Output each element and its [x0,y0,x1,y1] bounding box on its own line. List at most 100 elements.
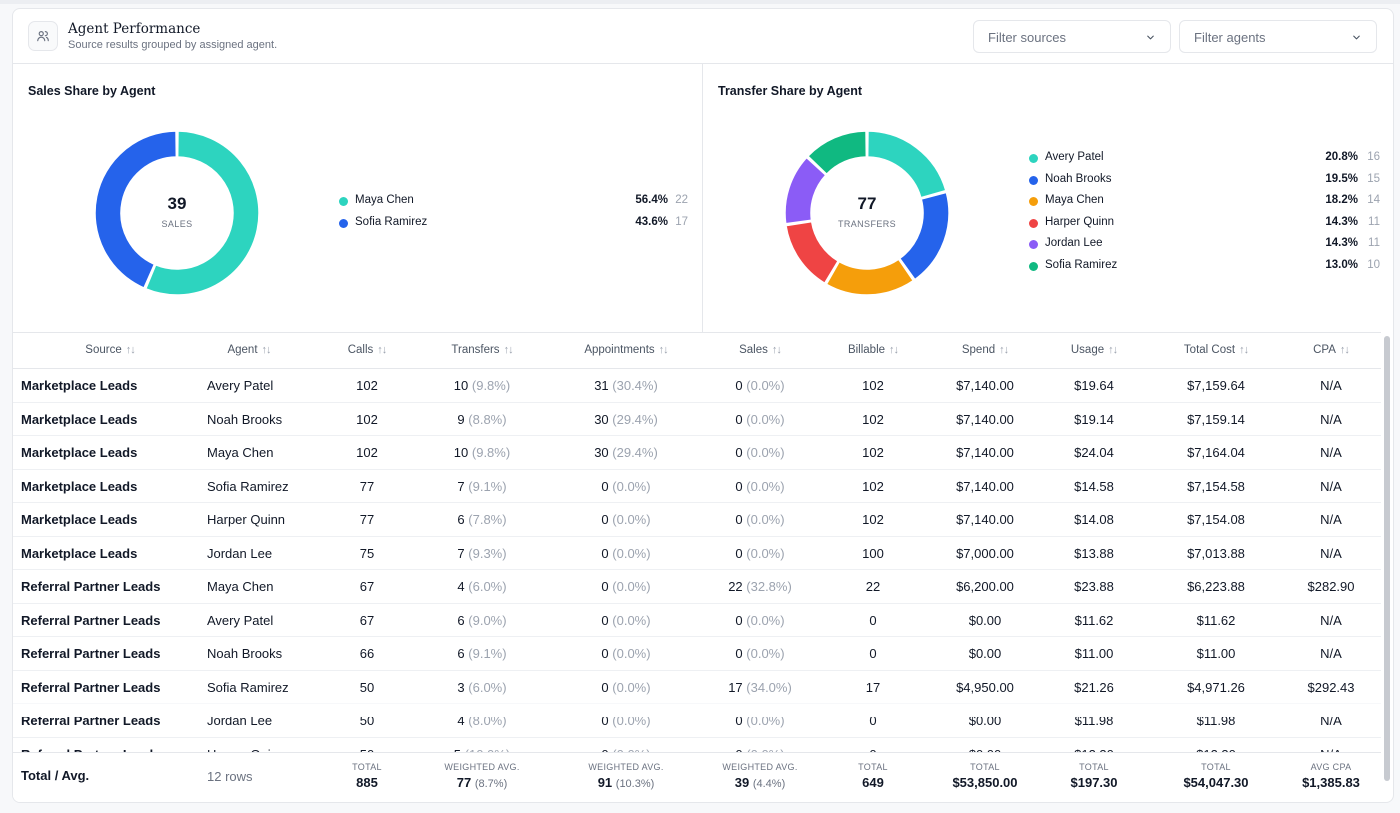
legend-item[interactable]: Avery Patel 20.8% 16 [1029,150,1380,166]
transfer-donut-slice[interactable] [866,130,947,199]
page-subtitle: Source results grouped by assigned agent… [68,39,278,51]
cell-usage: $19.64 [1024,378,1164,393]
cell-value: $7,140.00 [956,445,1014,460]
cell-usage: $21.26 [1024,680,1164,695]
legend-color-dot [339,218,348,228]
column-header-usage[interactable]: Usage ↑↓ [1024,344,1164,356]
legend-item[interactable]: Sofia Ramirez 13.0% 10 [1029,258,1380,274]
table-row[interactable]: Marketplace Leads Avery Patel 102 10 (9.8%)… [13,369,1381,403]
legend-item[interactable]: Maya Chen 56.4% 22 [339,193,688,209]
footer-value: $197.30 [1024,775,1164,790]
table-row[interactable]: Referral Partner Leads Noah Brooks 66 6 (9.… [13,637,1381,671]
cell-value: 0 [735,478,743,494]
table-row[interactable]: Marketplace Leads Jordan Lee 75 7 (9.3%) 0 (… [13,537,1381,570]
transfer-donut-slice[interactable] [784,156,827,225]
filter-sources-select[interactable]: Filter sources [973,20,1171,53]
table-row[interactable]: Marketplace Leads Maya Chen 102 10 (9.8%) 30… [13,436,1381,470]
column-header-label: Total Cost [1183,344,1236,356]
window-top-edge [0,0,1400,4]
cell-value: 102 [356,445,378,460]
footer-total-cost: TOTAL $54,047.30 [1146,762,1286,790]
cell-value: 50 [360,747,374,753]
legend-color-dot [1029,175,1038,185]
column-header-sales[interactable]: Sales ↑↓ [690,344,830,356]
footer-number: $197.30 [1070,775,1118,790]
cell-cpa: $282.90 [1261,579,1381,594]
cell-total-cost: $6,223.88 [1146,579,1286,594]
cell-value: 0 [601,747,608,753]
cell-spend: $7,140.00 [915,412,1055,427]
cell-calls: 66 [297,646,437,661]
column-header-source[interactable]: Source ↑↓ [40,344,180,356]
cell-value: 0 [735,445,743,460]
cell-value: $7,159.64 [1187,378,1245,393]
column-header-cpa[interactable]: CPA ↑↓ [1261,344,1393,356]
footer-percent: (8.7%) [474,778,508,790]
footer-caption: TOTAL [858,762,888,772]
sort-icon[interactable]: ↑↓ [658,344,669,356]
sort-icon[interactable]: ↑↓ [503,344,514,356]
agent-performance-card: Agent Performance Source results grouped… [12,8,1394,803]
legend-color-dot [1029,262,1038,271]
sort-icon[interactable]: ↑↓ [377,344,387,356]
sort-icon[interactable]: ↑↓ [999,344,1009,356]
legend-item[interactable]: Sofia Ramirez 43.6% 17 [339,215,688,231]
table-row[interactable]: Referral Partner Leads Avery Patel 67 6 (9.… [13,604,1381,637]
column-header-appointments[interactable]: Appointments ↑↓ [556,344,696,356]
column-header-billable[interactable]: Billable ↑↓ [803,344,943,356]
footer-row-count: 12 rows [207,769,253,784]
cell-value: $7,164.04 [1187,445,1245,460]
sort-icon[interactable]: ↑↓ [1108,344,1118,356]
cell-source: Referral Partner Leads [21,646,160,661]
table-row[interactable]: Marketplace Leads Noah Brooks 102 9 (8.8%) 3… [13,403,1381,436]
cell-value: $0.00 [968,612,1002,628]
footer-caption: WEIGHTED AVG. [444,762,520,772]
transfer-donut-slice[interactable] [898,191,950,281]
sort-icon[interactable]: ↑↓ [1339,344,1350,356]
legend-item[interactable]: Jordan Lee 14.3% 11 [1029,236,1380,252]
cell-total-cost: $7,159.64 [1146,378,1286,393]
cell-transfers: 6 (7.8%) [412,512,552,527]
sort-icon[interactable]: ↑↓ [771,344,782,356]
table-row[interactable]: Marketplace Leads Sofia Ramirez 77 7 (9.1%)… [13,470,1381,503]
table-scrollbar[interactable] [1382,334,1392,794]
sort-icon[interactable]: ↑↓ [261,344,272,356]
column-header-spend[interactable]: Spend ↑↓ [915,344,1055,356]
cell-usage: $24.04 [1024,445,1164,460]
transfer-donut-slice[interactable] [825,258,915,296]
cell-value: $4,971.26 [1187,679,1245,695]
sort-icon[interactable]: ↑↓ [1239,344,1249,356]
cell-sales: 0 (0.0%) [690,747,830,753]
transfer-donut-slice[interactable] [806,130,868,176]
legend-count: 17 [675,215,688,228]
sales-donut-slice[interactable] [144,130,260,296]
column-header-transfers[interactable]: Transfers ↑↓ [412,344,552,356]
cell-value: Sofia Ramirez [207,478,289,494]
filter-agents-select[interactable]: Filter agents [1179,20,1377,53]
cell-transfers: 5 (10.0%) [412,747,552,753]
column-header-label: Usage [1070,344,1105,356]
sort-icon[interactable]: ↑↓ [125,344,136,356]
table-row[interactable]: Marketplace Leads Harper Quinn 77 6 (7.8%) 0… [13,503,1381,537]
cell-value: $7,000.00 [956,545,1014,561]
footer-number: 77 [456,775,472,790]
legend-item[interactable]: Noah Brooks 19.5% 15 [1029,172,1380,188]
scrollbar-thumb[interactable] [1384,336,1390,781]
legend-item[interactable]: Harper Quinn 14.3% 11 [1029,215,1380,231]
cell-cpa: N/A [1261,445,1381,460]
cell-transfers: 9 (8.8%) [412,412,552,427]
cell-appointments: 0 (0.0%) [556,512,696,527]
footer-calls: TOTAL 885 [297,762,437,790]
transfer-donut-slice[interactable] [785,220,840,285]
cell-percent: (9.1%) [468,478,507,494]
column-header-agent[interactable]: Agent ↑↓ [179,344,319,356]
cell-value: N/A [1320,512,1342,527]
column-header-total-cost[interactable]: Total Cost ↑↓ [1146,344,1286,356]
cell-value: $7,159.14 [1187,411,1245,427]
table-row[interactable]: Referral Partner Leads Maya Chen 67 4 (6.0%… [13,570,1381,604]
sales-donut-slice[interactable] [94,130,178,290]
sort-icon[interactable]: ↑↓ [889,344,899,356]
column-header-calls[interactable]: Calls ↑↓ [297,344,437,356]
legend-item[interactable]: Maya Chen 18.2% 14 [1029,193,1380,209]
